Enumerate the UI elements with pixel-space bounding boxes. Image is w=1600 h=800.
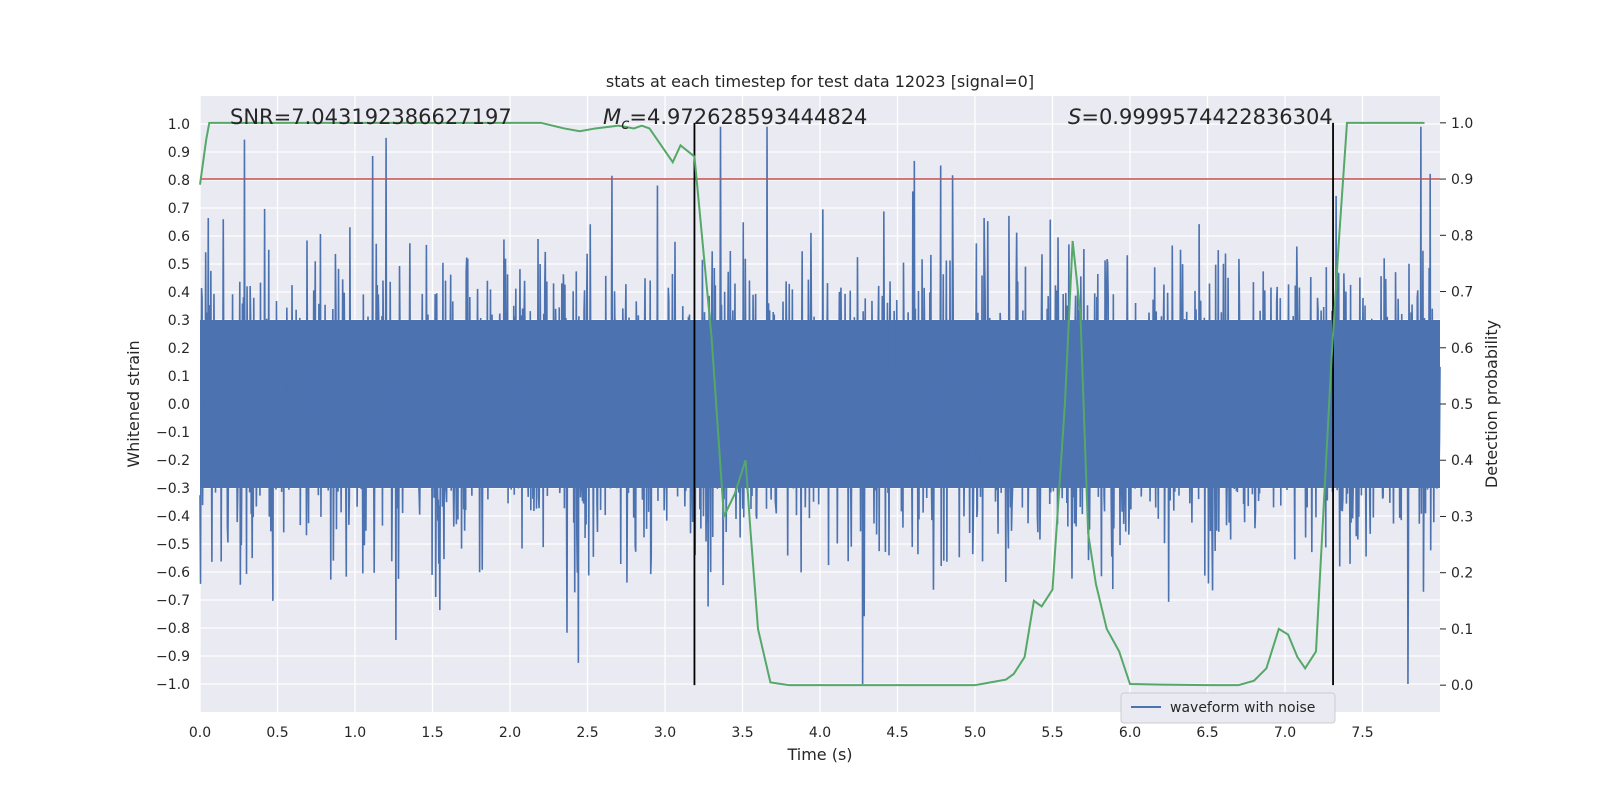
y2-tick-label: 0.7 — [1451, 285, 1473, 301]
x-tick-label: 4.0 — [809, 725, 831, 741]
y-tick-label: −0.1 — [156, 425, 190, 441]
y-tick-label: 0.1 — [168, 369, 190, 385]
y-tick-label: −0.6 — [156, 565, 190, 581]
mc-annotation: Mc=4.972628593444824 — [603, 105, 867, 133]
y2-tick-label: 0.1 — [1451, 622, 1473, 638]
ticks: 0.0 0.5 1.0 1.5 2.0 2.5 3.0 3.5 4.0 4.5 5.0 5.5 6.0 6… — [156, 116, 1473, 741]
y-tick-label: 0.3 — [168, 313, 190, 329]
s-annotation: S=0.9999574422836304 — [1068, 105, 1333, 129]
y2-tick-label: 0.4 — [1451, 453, 1473, 469]
y2-tick-label: 0.3 — [1451, 509, 1473, 525]
x-tick-label: 5.0 — [964, 725, 986, 741]
y-tick-label: 0.8 — [168, 173, 190, 189]
y-tick-label: −0.4 — [156, 509, 190, 525]
y2-tick-label: 0.6 — [1451, 341, 1473, 357]
x-tick-label: 5.5 — [1041, 725, 1063, 741]
snr-annotation: SNR=7.043192386627197 — [230, 105, 512, 129]
y-axis-label: Whitened strain — [124, 340, 143, 467]
y-tick-label: −1.0 — [156, 677, 190, 693]
y-tick-label: −0.3 — [156, 481, 190, 497]
waveform-line — [199, 126, 1441, 685]
x-tick-label: 7.5 — [1351, 725, 1373, 741]
y-tick-label: −0.8 — [156, 621, 190, 637]
x-tick-label: 0.5 — [266, 725, 288, 741]
x-tick-label: 2.5 — [576, 725, 598, 741]
y2-tick-label: 1.0 — [1451, 116, 1473, 132]
y2-tick-label: 0.2 — [1451, 566, 1473, 582]
y-tick-label: 0.0 — [168, 397, 190, 413]
y-tick-label: −0.7 — [156, 593, 190, 609]
chart-title: stats at each timestep for test data 120… — [606, 72, 1034, 91]
mc-symbol: M — [603, 105, 621, 129]
x-tick-label: 2.0 — [499, 725, 521, 741]
y2-tick-label: 0.8 — [1451, 228, 1473, 244]
y-tick-label: 0.4 — [168, 285, 190, 301]
x-tick-label: 1.0 — [344, 725, 366, 741]
waveform-series — [199, 126, 1441, 685]
x-tick-label: 0.0 — [189, 725, 211, 741]
x-tick-label: 6.0 — [1119, 725, 1141, 741]
legend-box — [1120, 692, 1336, 724]
detection-probability-line — [199, 121, 1425, 687]
x-tick-label: 7.0 — [1274, 725, 1296, 741]
y-tick-label: 0.6 — [168, 229, 190, 245]
y-tick-label: 0.7 — [168, 201, 190, 217]
x-tick-label: 1.5 — [421, 725, 443, 741]
y2-tick-label: 0.9 — [1451, 172, 1473, 188]
x-tick-label: 3.5 — [731, 725, 753, 741]
legend: waveform with noise — [1120, 692, 1336, 724]
s-symbol: S — [1068, 105, 1081, 129]
x-tick-label: 3.0 — [654, 725, 676, 741]
x-tick-label: 4.5 — [886, 725, 908, 741]
y-tick-label: 0.9 — [168, 145, 190, 161]
s-value: =0.9999574422836304 — [1081, 105, 1332, 129]
y2-axis-label: Detection probability — [1482, 320, 1501, 488]
overlay — [199, 121, 1440, 687]
y2-tick-label: 0.0 — [1451, 678, 1473, 694]
y-tick-label: 1.0 — [168, 117, 190, 133]
y-tick-label: −0.2 — [156, 453, 190, 469]
legend-entry: waveform with noise — [1170, 700, 1315, 716]
y2-tick-label: 0.5 — [1451, 397, 1473, 413]
x-axis-label: Time (s) — [786, 745, 852, 764]
y-tick-label: 0.2 — [168, 341, 190, 357]
mc-subscript: c — [621, 115, 630, 133]
y-tick-label: 0.5 — [168, 257, 190, 273]
y-tick-label: −0.5 — [156, 537, 190, 553]
y-tick-label: −0.9 — [156, 649, 190, 665]
mc-value: =4.972628593444824 — [629, 105, 867, 129]
x-tick-label: 6.5 — [1196, 725, 1218, 741]
